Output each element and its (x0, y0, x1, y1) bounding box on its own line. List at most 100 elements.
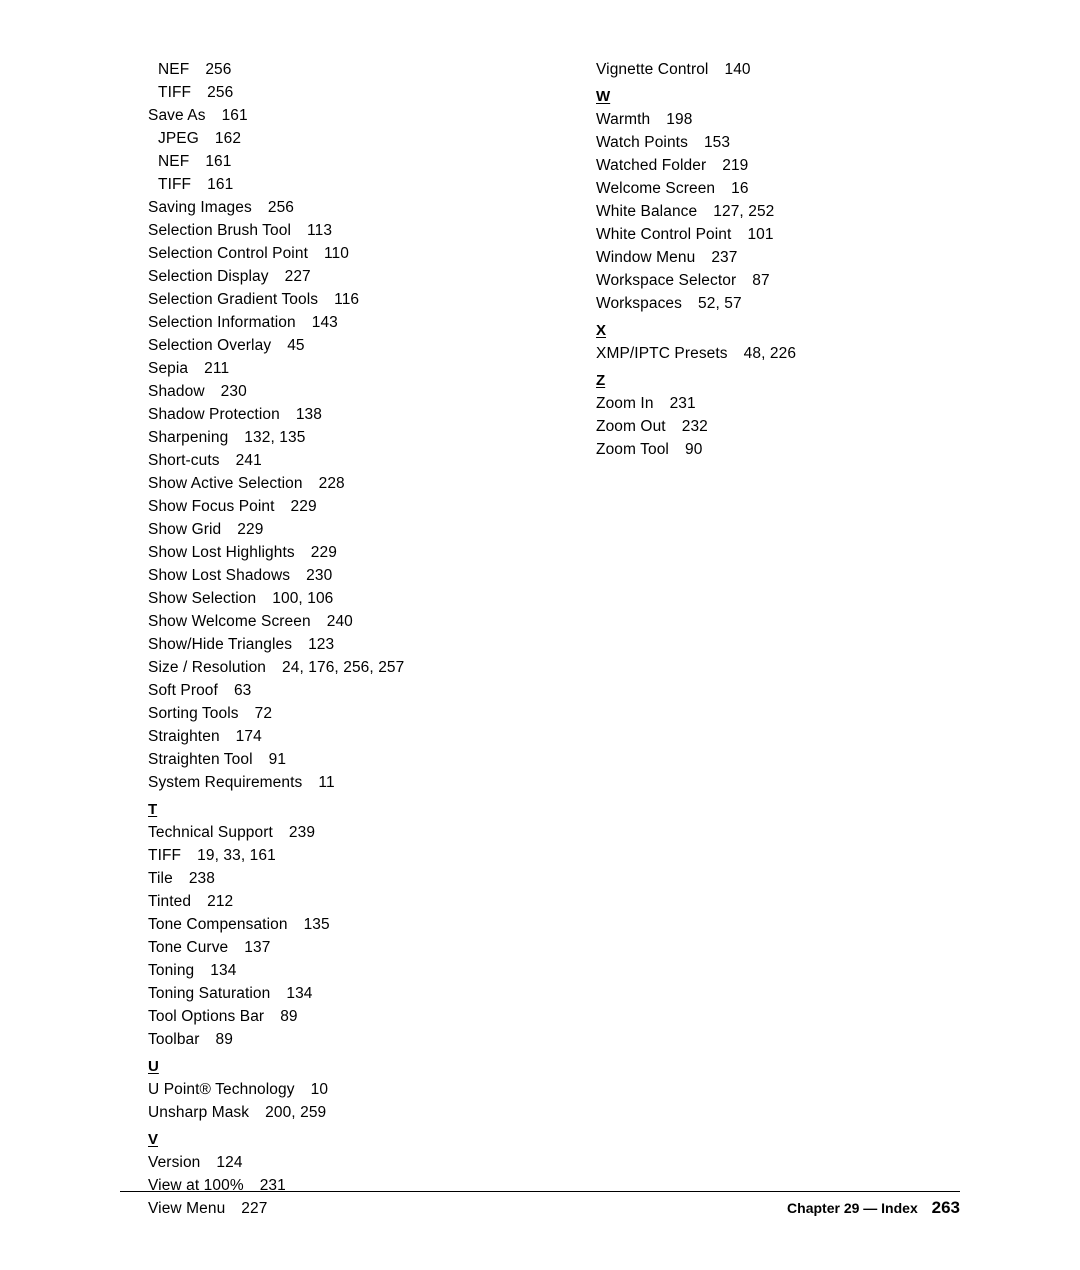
index-entry-pages: 89 (216, 1031, 233, 1048)
index-entry: Show Focus Point229 (148, 495, 508, 518)
index-entry-pages: 238 (189, 870, 215, 887)
index-entry: Watch Points153 (596, 131, 896, 154)
index-entry-pages: 229 (311, 544, 337, 561)
index-entry-term: U Point® Technology (148, 1081, 295, 1098)
index-entry-pages: 239 (289, 824, 315, 841)
index-letter-heading: W (596, 87, 896, 107)
index-entry: Unsharp Mask200, 259 (148, 1101, 508, 1124)
index-entry: XMP/IPTC Presets48, 226 (596, 342, 896, 365)
index-entry-pages: 137 (244, 939, 270, 956)
index-entry: Show Selection 100, 106 (148, 587, 508, 610)
index-entry-pages: 124 (216, 1154, 242, 1171)
index-entry: Toning134 (148, 959, 508, 982)
index-entry-term: Size / Resolution (148, 659, 266, 676)
index-column-left: NEF256TIFF256Save As161JPEG162NEF161TIFF… (148, 58, 508, 1220)
index-entry: Tone Curve 137 (148, 936, 508, 959)
index-entry: Selection Information143 (148, 311, 508, 334)
index-entry-pages: 116 (334, 291, 359, 308)
index-entry: Tinted 212 (148, 890, 508, 913)
index-entry-pages: 91 (269, 751, 286, 768)
index-entry-pages: 232 (682, 418, 708, 435)
index-entry-pages: 219 (722, 157, 748, 174)
index-entry-pages: 230 (221, 383, 247, 400)
index-entry-pages: 48, 226 (744, 345, 796, 362)
index-entry-pages: 228 (319, 475, 345, 492)
index-entry-pages: 240 (327, 613, 353, 630)
index-entry-term: Watch Points (596, 134, 688, 151)
index-entry-pages: 229 (237, 521, 263, 538)
index-entry: Shadow Protection138 (148, 403, 508, 426)
index-entry-pages: 230 (306, 567, 332, 584)
index-entry-pages: 45 (287, 337, 304, 354)
index-entry-term: NEF (158, 153, 189, 170)
index-entry-term: TIFF (158, 84, 191, 101)
index-entry: Workspaces 52, 57 (596, 292, 896, 315)
index-entry-term: Tone Compensation (148, 916, 288, 933)
index-entry: Window Menu237 (596, 246, 896, 269)
index-entry: Shadow 230 (148, 380, 508, 403)
index-entry-pages: 174 (236, 728, 262, 745)
index-entry-pages: 256 (268, 199, 294, 216)
index-entry: Show Lost Highlights229 (148, 541, 508, 564)
index-entry-pages: 241 (236, 452, 262, 469)
index-entry-term: Version (148, 1154, 200, 1171)
index-entry-pages: 113 (307, 222, 332, 239)
index-entry-term: Show/Hide Triangles (148, 636, 292, 653)
index-entry-term: Watched Folder (596, 157, 706, 174)
index-entry-pages: 52, 57 (698, 295, 742, 312)
index-entry: Toolbar 89 (148, 1028, 508, 1051)
index-entry: Show/Hide Triangles 123 (148, 633, 508, 656)
index-entry-term: Shadow (148, 383, 205, 400)
index-entry-term: Workspaces (596, 295, 682, 312)
index-entry-term: Show Selection (148, 590, 256, 607)
index-entry-pages: 10 (311, 1081, 328, 1098)
index-entry-term: Window Menu (596, 249, 695, 266)
index-entry: Show Lost Shadows 230 (148, 564, 508, 587)
index-entry-term: Tone Curve (148, 939, 228, 956)
index-entry: Tool Options Bar89 (148, 1005, 508, 1028)
index-entry: U Point® Technology 10 (148, 1078, 508, 1101)
index-entry: Show Active Selection228 (148, 472, 508, 495)
index-entry-term: Selection Gradient Tools (148, 291, 318, 308)
index-entry-pages: 90 (685, 441, 702, 458)
index-entry: Show Welcome Screen240 (148, 610, 508, 633)
index-entry: Vignette Control 140 (596, 58, 896, 81)
index-entry-term: Straighten (148, 728, 220, 745)
index-entry-term: Warmth (596, 111, 650, 128)
index-entry-term: Save As (148, 107, 206, 124)
index-entry-pages: 140 (724, 61, 750, 78)
index-entry: Soft Proof63 (148, 679, 508, 702)
index-entry-term: Workspace Selector (596, 272, 736, 289)
index-entry-pages: 100, 106 (272, 590, 333, 607)
index-entry: System Requirements11 (148, 771, 508, 794)
index-entry: Show Grid229 (148, 518, 508, 541)
index-entry-term: Tinted (148, 893, 191, 910)
index-entry-pages: 132, 135 (244, 429, 305, 446)
index-entry: Zoom In231 (596, 392, 896, 415)
index-entry-pages: 123 (308, 636, 334, 653)
index-letter-heading: T (148, 800, 508, 820)
index-entry: Sharpening132, 135 (148, 426, 508, 449)
index-entry: Saving Images256 (148, 196, 508, 219)
index-entry: Size / Resolution24, 176, 256, 257 (148, 656, 508, 679)
index-entry-term: Show Lost Shadows (148, 567, 290, 584)
index-entry-term: Zoom In (596, 395, 654, 412)
index-entry-pages: 256 (207, 84, 233, 101)
index-entry-pages: 211 (204, 360, 229, 377)
index-entry-pages: 110 (324, 245, 349, 262)
index-entry-term: Sorting Tools (148, 705, 239, 722)
index-entry-term: Toning (148, 962, 194, 979)
index-entry-term: Toolbar (148, 1031, 200, 1048)
index-entry-term: Selection Overlay (148, 337, 271, 354)
index-entry-term: Selection Brush Tool (148, 222, 291, 239)
index-entry-pages: 198 (666, 111, 692, 128)
index-entry: Zoom Tool90 (596, 438, 896, 461)
index-page: NEF256TIFF256Save As161JPEG162NEF161TIFF… (0, 0, 1080, 1270)
index-entry-pages: 162 (215, 130, 241, 147)
index-entry-pages: 212 (207, 893, 233, 910)
index-entry-term: Vignette Control (596, 61, 708, 78)
index-entry: Selection Brush Tool 113 (148, 219, 508, 242)
index-entry: White Control Point101 (596, 223, 896, 246)
index-entry-term: Selection Display (148, 268, 269, 285)
index-entry: White Balance127, 252 (596, 200, 896, 223)
